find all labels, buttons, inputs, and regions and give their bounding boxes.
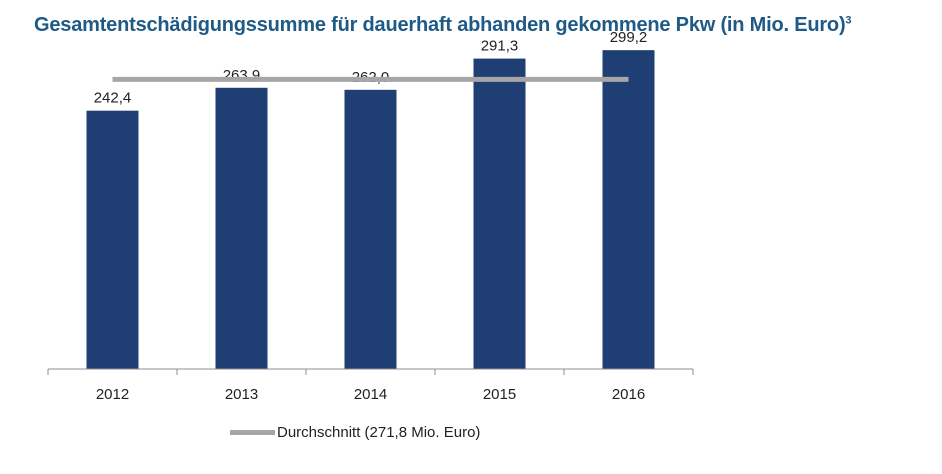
bar-2016 [602,50,655,369]
bar-2012 [86,110,139,369]
chart-title-text: Gesamtentschädigungssumme für dauerhaft … [34,14,846,36]
value-label-2012: 242,4 [94,90,132,107]
category-label-2012: 2012 [96,386,129,403]
bar-2013 [215,87,268,370]
value-label-2016: 299,2 [610,29,648,46]
category-label-2013: 2013 [225,386,258,403]
legend-average-label: Durchschnitt (271,8 Mio. Euro) [277,424,481,441]
bar-2015 [473,58,526,370]
title-footnote-mark: 3 [845,14,852,27]
category-label-2015: 2015 [483,386,516,403]
legend: Durchschnitt (271,8 Mio. Euro) [230,424,480,441]
bars-group [86,50,655,370]
x-axis [47,368,694,375]
bar-2014 [344,89,397,370]
category-label-2016: 2016 [612,386,645,403]
category-labels-group: 2012 2013 2014 2015 2016 [96,386,645,403]
chart-title: Gesamtentschädigungssumme für dauerhaft … [34,14,852,37]
value-label-2015: 291,3 [481,38,519,55]
category-label-2014: 2014 [354,386,387,403]
legend-average-line-swatch [230,430,275,435]
